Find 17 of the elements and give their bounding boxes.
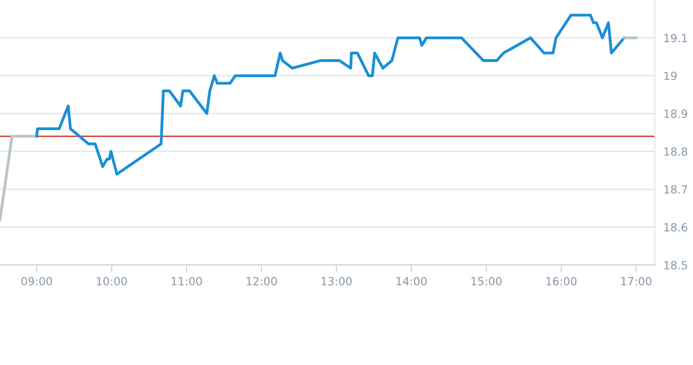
x-tick-label: 17:00 <box>621 276 652 286</box>
x-tick-label: 15:00 <box>472 276 502 286</box>
x-tick-label: 16:00 <box>546 276 576 286</box>
x-tick-label: 11:00 <box>172 276 202 286</box>
y-tick-label: 18.6 <box>664 223 688 232</box>
x-tick-label: 12:00 <box>246 276 277 286</box>
y-tick-label: 19 <box>664 72 677 80</box>
y-tick-label: 18.8 <box>664 147 688 156</box>
x-tick-label: 14:00 <box>396 276 427 286</box>
y-tick-label: 18.5 <box>664 260 687 270</box>
line-series <box>35 14 626 176</box>
y-tick-label: 19.1 <box>664 34 687 42</box>
y-tick-label: 18.7 <box>664 185 688 194</box>
x-tick-label: 13:00 <box>322 276 352 286</box>
y-tick-label: 18.9 <box>664 110 688 118</box>
x-tick-label: 09:00 <box>21 276 52 286</box>
x-tick-label: 10:00 <box>96 276 127 286</box>
